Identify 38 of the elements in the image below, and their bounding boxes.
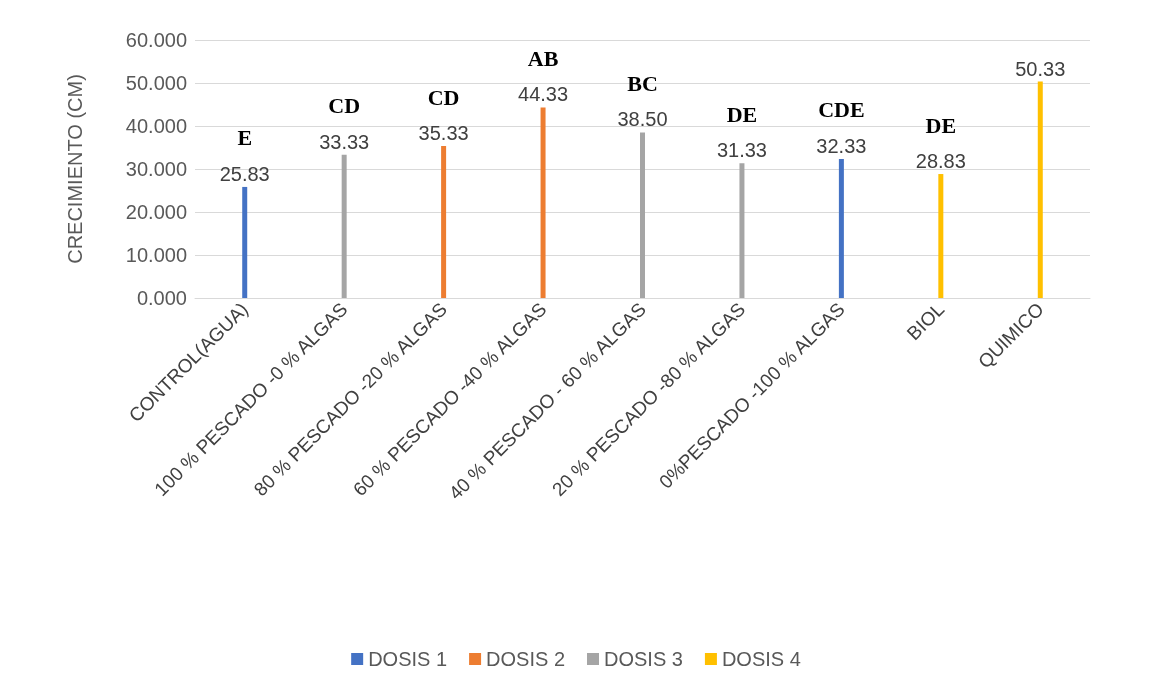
annotation: E	[237, 125, 253, 151]
legend-label: DOSIS 1	[368, 648, 448, 670]
bar	[341, 154, 347, 298]
data-label: 25.83	[219, 162, 270, 185]
y-tick-label: 0.000	[136, 287, 187, 309]
bar	[540, 107, 546, 298]
annotation: CDE	[818, 97, 865, 123]
annotation: AB	[527, 45, 559, 71]
bar	[441, 146, 447, 298]
bar	[739, 163, 745, 298]
data-label: 32.33	[816, 134, 867, 157]
data-label: 44.33	[518, 83, 569, 106]
data-label: 31.33	[716, 139, 767, 162]
bar	[242, 186, 248, 298]
y-axis-title: CRECIMIENTO (CM)	[64, 74, 86, 264]
bar	[938, 174, 944, 298]
y-tick-label: 20.000	[125, 201, 187, 223]
data-label: 38.50	[617, 108, 668, 131]
annotation: DE	[925, 112, 957, 138]
annotation: BC	[627, 70, 658, 96]
bar	[1037, 81, 1043, 298]
data-label: 28.83	[915, 150, 966, 173]
y-tick-label: 40.000	[125, 115, 187, 137]
annotation: CD	[328, 93, 361, 119]
legend-label: DOSIS 3	[604, 648, 683, 670]
data-label: 33.33	[319, 130, 370, 153]
y-tick-label: 60.000	[125, 29, 187, 51]
y-tick-label: 50.000	[125, 72, 187, 94]
y-tick-label: 10.000	[125, 244, 187, 266]
legend-label: DOSIS 2	[486, 648, 566, 670]
bar	[640, 132, 645, 298]
annotation: DE	[726, 101, 758, 127]
y-tick-label: 30.000	[125, 158, 187, 180]
legend-label: DOSIS 4	[721, 648, 801, 670]
data-label: 50.33	[1015, 57, 1066, 80]
bar	[838, 158, 844, 298]
annotation: CD	[427, 84, 460, 110]
data-label: 35.33	[418, 122, 469, 145]
